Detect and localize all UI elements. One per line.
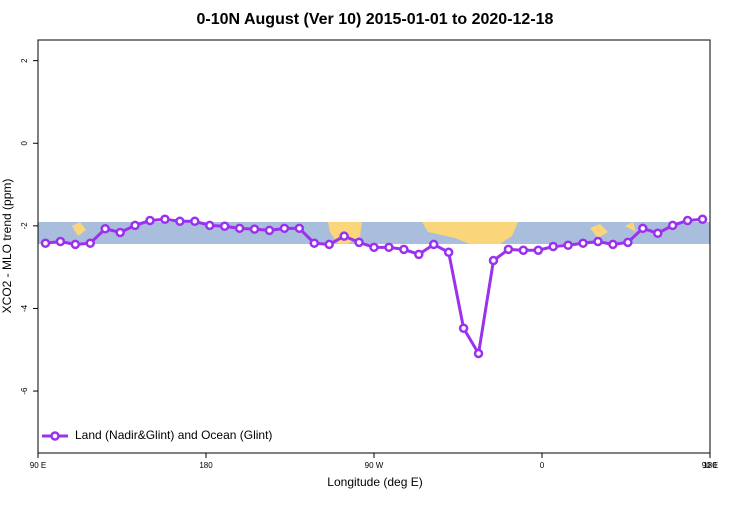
point	[518, 245, 529, 255]
point	[55, 236, 66, 247]
land	[590, 222, 636, 238]
point	[264, 225, 275, 236]
x-axis-label: Longitude (deg E)	[327, 475, 422, 489]
point	[563, 240, 573, 251]
point	[593, 236, 603, 247]
chart-title: 0-10N August (Ver 10) 2015-01-01 to 2020…	[197, 11, 554, 28]
point	[160, 214, 170, 224]
x-tick-label: 90 E	[30, 461, 46, 470]
point	[399, 244, 409, 255]
point	[682, 215, 693, 226]
point	[249, 224, 260, 234]
point	[85, 238, 96, 248]
x-tick-label: 180	[199, 461, 213, 470]
point	[443, 247, 454, 258]
legend-label: Land (Nadir&Glint) and Ocean (Glint)	[75, 428, 272, 442]
point	[414, 249, 424, 260]
y-tick-label: 0	[20, 140, 29, 145]
point	[40, 238, 51, 248]
point	[503, 244, 514, 255]
point	[384, 242, 394, 253]
point	[548, 241, 558, 252]
x-tick-label: 90 E	[702, 461, 718, 470]
point	[652, 228, 663, 239]
legend-marker	[50, 431, 60, 441]
point	[488, 255, 499, 266]
point	[369, 242, 379, 253]
point	[70, 239, 81, 250]
y-axis-label: XCO2 - MLO trend (ppm)	[0, 179, 14, 314]
point	[279, 223, 290, 234]
point	[608, 239, 618, 250]
point	[324, 239, 334, 250]
point	[145, 215, 155, 226]
point	[234, 223, 245, 234]
point	[115, 227, 125, 238]
point	[578, 238, 588, 248]
land	[72, 222, 86, 236]
point	[204, 220, 215, 231]
point	[309, 238, 320, 248]
point	[638, 223, 648, 234]
point	[190, 216, 200, 227]
x-tick-label: 90 W	[365, 461, 384, 470]
point	[339, 231, 349, 241]
y-tick-label: 2	[20, 58, 29, 63]
y-tick-label: -2	[20, 222, 29, 230]
x-tick-label: 180	[703, 461, 717, 470]
x-tick-label: 0	[540, 461, 545, 470]
point	[533, 245, 544, 255]
point	[294, 223, 305, 234]
point	[623, 237, 633, 248]
land	[422, 222, 518, 244]
point	[354, 237, 364, 248]
point	[473, 348, 484, 359]
point	[130, 220, 140, 231]
point	[175, 216, 185, 227]
point	[428, 239, 439, 250]
y-tick-label: -4	[20, 304, 29, 312]
point	[458, 323, 469, 334]
y-tick-label: -6	[20, 387, 29, 395]
point	[697, 214, 708, 224]
point	[667, 220, 678, 231]
point	[219, 221, 230, 232]
point	[100, 223, 110, 234]
